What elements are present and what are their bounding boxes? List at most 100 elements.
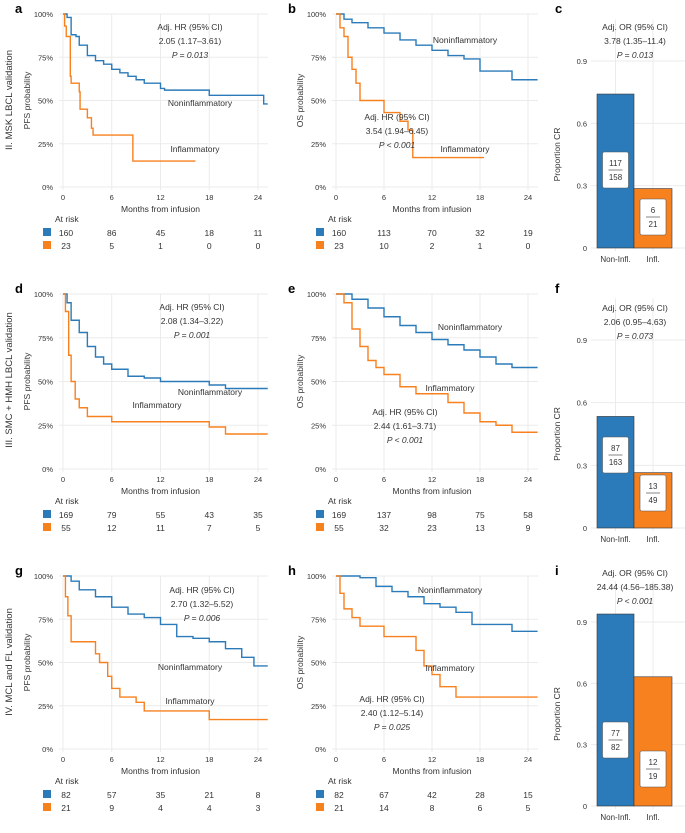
x-axis-title: Months from infusion (393, 204, 472, 214)
hr-annotation-line: Adj. HR (95% CI) (157, 22, 222, 32)
at-risk-count: 35 (156, 790, 166, 800)
fraction-denominator: 49 (649, 496, 658, 505)
at-risk-count: 42 (427, 790, 437, 800)
at-risk-count: 169 (332, 510, 346, 520)
at-risk-count: 98 (427, 510, 437, 520)
y-axis-title: Proportion CR (552, 128, 562, 182)
at-risk-count: 23 (334, 241, 344, 251)
km-curve-inflammatory (63, 293, 268, 435)
y-tick-label: 0% (315, 745, 326, 754)
y-tick-label: 50% (311, 378, 326, 387)
at-risk-count: 5 (109, 241, 114, 251)
at-risk-count: 58 (523, 510, 533, 520)
or-annotation-line: 2.06 (0.95–4.63) (604, 317, 667, 327)
y-tick-label: 100% (307, 10, 327, 19)
y-tick-label: 0% (42, 465, 53, 474)
y-tick-label: 100% (307, 290, 327, 299)
y-tick-label: 50% (38, 378, 53, 387)
fraction-numerator: 12 (649, 758, 658, 767)
y-tick-label: 75% (38, 334, 53, 343)
curve-label-inflammatory: Inflammatory (440, 144, 490, 154)
x-tick-label: 0 (61, 755, 65, 764)
hr-annotation-line: Adj. HR (95% CI) (169, 585, 234, 595)
hr-annotation-line: 2.40 (1.12–5.14) (361, 708, 424, 718)
fraction-numerator: 87 (611, 444, 620, 453)
at-risk-swatch-noninflammatory (43, 790, 51, 798)
at-risk-count: 9 (526, 523, 531, 533)
at-risk-count: 4 (158, 803, 163, 813)
at-risk-count: 82 (61, 790, 71, 800)
panel-letter-b: b (288, 1, 296, 16)
or-annotation-line: 3.78 (1.35–11.4) (604, 36, 666, 46)
at-risk-title: At risk (328, 214, 352, 224)
at-risk-count: 0 (207, 241, 212, 251)
x-axis-title: Months from infusion (393, 766, 472, 776)
or-annotation-line: 24.44 (4.56–185.38) (597, 582, 674, 592)
fraction-numerator: 13 (649, 482, 658, 491)
x-category-label: Infl. (647, 255, 660, 264)
at-risk-swatch-noninflammatory (316, 790, 324, 798)
at-risk-count: 11 (254, 228, 263, 238)
km-curve-noninflammatory (63, 293, 268, 390)
curve-label-inflammatory: Inflammatory (132, 400, 182, 410)
at-risk-count: 9 (109, 803, 114, 813)
km-curve-inflammatory (63, 575, 268, 721)
at-risk-title: At risk (328, 496, 352, 506)
fraction-denominator: 82 (611, 743, 620, 752)
x-tick-label: 6 (110, 193, 114, 202)
y-tick-label: 25% (38, 140, 53, 149)
at-risk-count: 18 (205, 228, 215, 238)
hr-annotation-line: 2.70 (1.32–5.52) (171, 599, 234, 609)
at-risk-count: 0 (526, 241, 531, 251)
at-risk-count: 86 (107, 228, 117, 238)
at-risk-count: 21 (334, 803, 344, 813)
x-axis-title: Months from infusion (121, 204, 200, 214)
x-tick-label: 18 (205, 755, 213, 764)
x-tick-label: 6 (382, 475, 386, 484)
y-tick-label: 0 (583, 802, 587, 811)
panel-letter-a: a (15, 1, 23, 16)
at-risk-title: At risk (55, 496, 79, 506)
at-risk-count: 12 (107, 523, 117, 533)
at-risk-count: 32 (475, 228, 485, 238)
hr-annotation-line: P = 0.013 (172, 50, 209, 60)
x-category-label: Infl. (647, 535, 660, 544)
x-tick-label: 12 (156, 475, 164, 484)
at-risk-count: 10 (379, 241, 389, 251)
y-axis-title: PFS probability (22, 633, 32, 691)
fraction-numerator: 77 (611, 729, 620, 738)
at-risk-swatch-inflammatory (316, 523, 324, 531)
at-risk-count: 4 (207, 803, 212, 813)
x-tick-label: 0 (61, 193, 65, 202)
x-tick-label: 18 (205, 193, 213, 202)
y-tick-label: 100% (34, 10, 54, 19)
x-tick-label: 24 (524, 755, 532, 764)
or-annotation-line: P = 0.073 (617, 331, 654, 341)
x-tick-label: 6 (382, 193, 386, 202)
y-tick-label: 75% (38, 615, 53, 624)
or-annotation-line: P < 0.001 (617, 596, 654, 606)
y-tick-label: 75% (311, 334, 326, 343)
at-risk-count: 0 (256, 241, 261, 251)
at-risk-count: 43 (205, 510, 215, 520)
y-tick-label: 0.6 (577, 119, 587, 128)
at-risk-count: 32 (379, 523, 389, 533)
y-tick-label: 0 (583, 524, 587, 533)
panel-letter-i: i (555, 563, 559, 578)
at-risk-count: 21 (205, 790, 215, 800)
km-curve-noninflammatory (336, 293, 538, 369)
at-risk-count: 7 (207, 523, 212, 533)
y-tick-label: 50% (38, 659, 53, 668)
at-risk-count: 137 (377, 510, 391, 520)
y-axis-title: Proportion CR (552, 687, 562, 741)
y-axis-title: PFS probability (22, 71, 32, 129)
at-risk-count: 55 (156, 510, 166, 520)
curve-label-noninflammatory: Noninflammatory (168, 98, 233, 108)
x-tick-label: 6 (110, 475, 114, 484)
x-tick-label: 24 (524, 475, 532, 484)
km-curve-noninflammatory (63, 575, 268, 667)
at-risk-count: 45 (156, 228, 166, 238)
at-risk-count: 23 (61, 241, 71, 251)
at-risk-count: 55 (61, 523, 71, 533)
at-risk-swatch-inflammatory (43, 241, 51, 249)
